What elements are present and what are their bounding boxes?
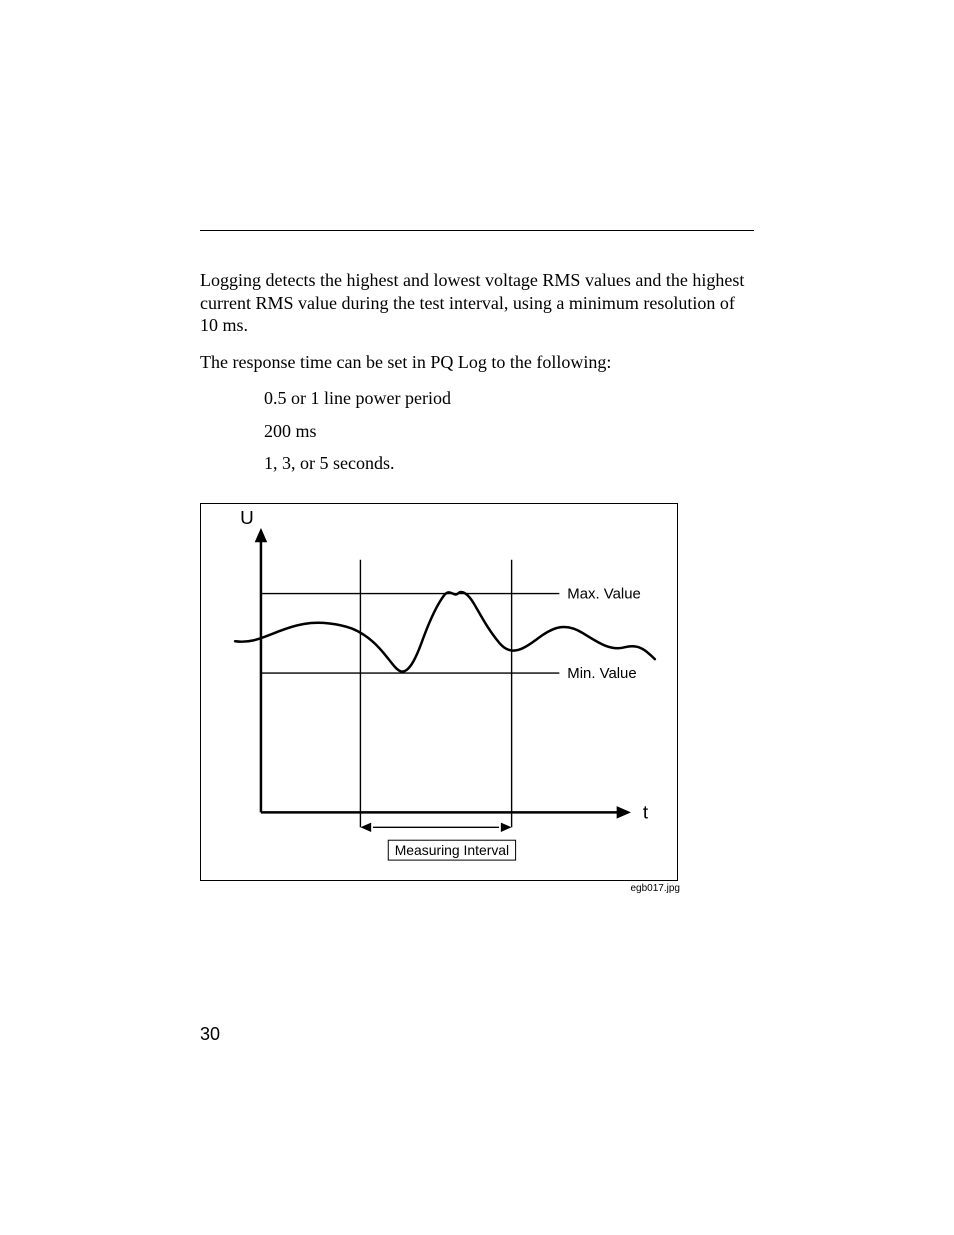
list-item: 1, 3, or 5 seconds. [264, 452, 754, 475]
figure-caption: egb017.jpg [200, 883, 680, 894]
page-number: 30 [200, 1024, 220, 1045]
svg-text:Max. Value: Max. Value [567, 585, 640, 602]
list-item: 0.5 or 1 line power period [264, 387, 754, 410]
paragraph-1: Logging detects the highest and lowest v… [200, 269, 754, 337]
diagram-svg: Ut Max. Value Min. Value Measuring Interval [201, 504, 677, 880]
top-rule [200, 230, 754, 231]
paragraph-2: The response time can be set in PQ Log t… [200, 351, 754, 374]
svg-text:U: U [240, 507, 254, 528]
svg-text:Measuring Interval: Measuring Interval [395, 842, 509, 858]
figure-frame: Ut Max. Value Min. Value Measuring Interval [200, 503, 678, 881]
options-list: 0.5 or 1 line power period 200 ms 1, 3, … [264, 387, 754, 475]
svg-text:Min. Value: Min. Value [567, 665, 636, 682]
svg-text:t: t [643, 802, 649, 823]
page: Logging detects the highest and lowest v… [0, 0, 954, 1235]
list-item: 200 ms [264, 420, 754, 443]
